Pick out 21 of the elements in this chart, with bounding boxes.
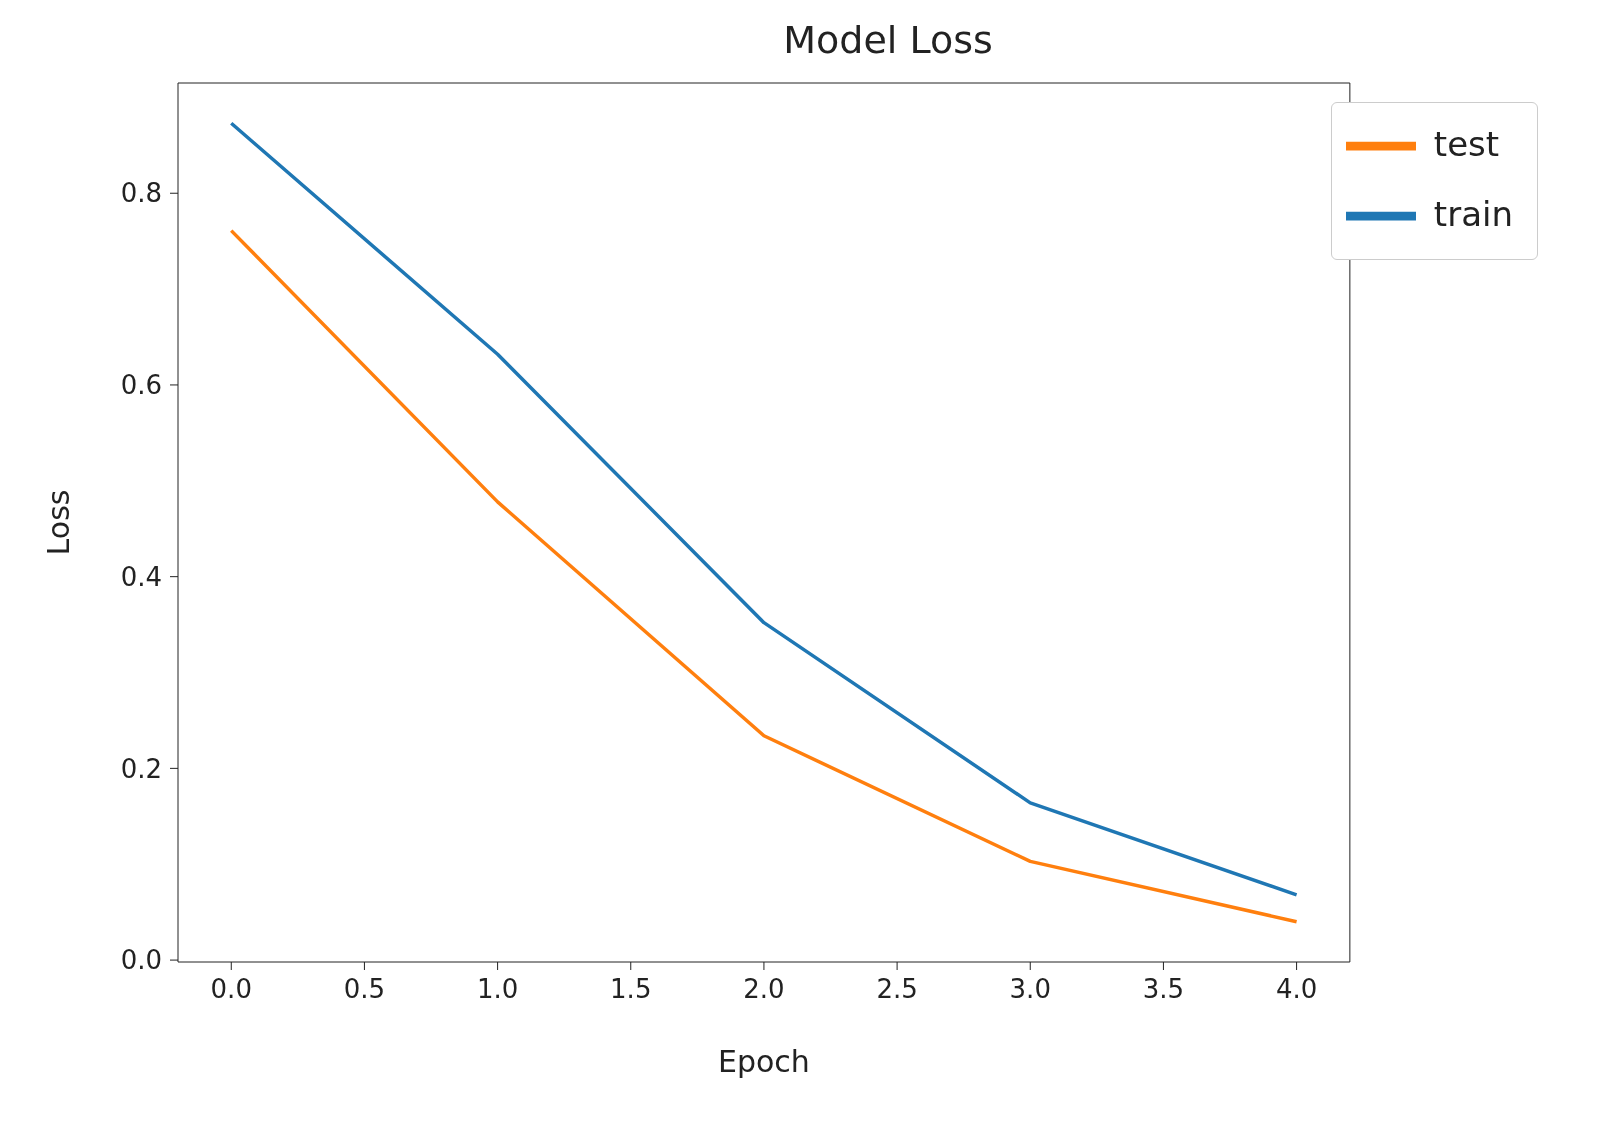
x-tick-label: 2.5	[876, 974, 918, 1005]
x-tick-label: 3.5	[1142, 974, 1185, 1005]
y-tick-label: 0.2	[120, 753, 162, 784]
legend-label: test	[1433, 123, 1500, 164]
x-axis-title: Epoch	[717, 1044, 810, 1079]
y-tick-label: 0.0	[120, 945, 162, 976]
line-series	[229, 121, 1299, 897]
x-tick-label: 4.0	[1275, 974, 1318, 1005]
x-tick-label: 3.0	[1009, 974, 1051, 1005]
x-tick-label: 1.0	[476, 974, 519, 1005]
legend-label: train	[1433, 193, 1513, 234]
chart-title: Model Loss	[782, 17, 994, 64]
y-tick-label: 0.8	[120, 178, 162, 209]
line-series	[229, 228, 1299, 924]
x-tick-label: 0.5	[343, 974, 386, 1005]
y-axis-title: Loss	[40, 489, 76, 556]
x-tick-label: 2.0	[743, 974, 785, 1005]
x-tick-label: 1.5	[610, 974, 652, 1005]
y-tick-label: 0.6	[120, 370, 162, 401]
x-tick-label: 0.0	[210, 974, 252, 1005]
y-tick-label: 0.4	[120, 561, 162, 592]
